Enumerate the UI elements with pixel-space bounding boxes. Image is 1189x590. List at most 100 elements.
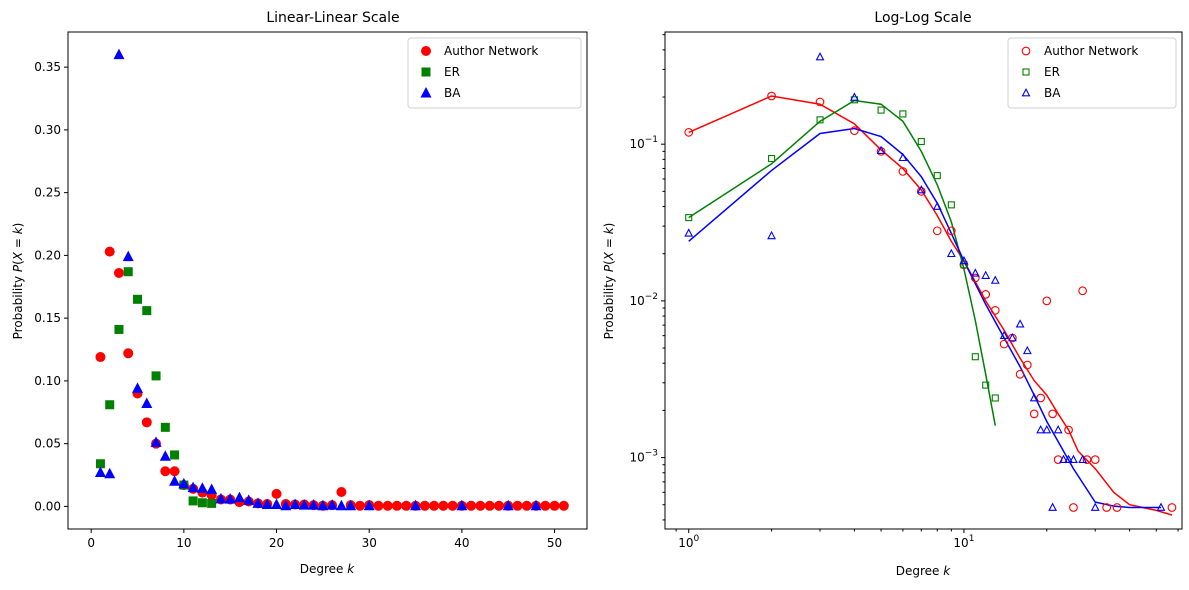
data-point-series-2 (224, 493, 236, 504)
data-point-series-2 (502, 499, 514, 511)
left-y-axis-label: Probability P(X = k) (11, 223, 25, 340)
right-y-ticks: 10−3 10−2 10−1 (629, 34, 665, 521)
legend-label-1: ER (444, 65, 460, 79)
data-point-series-2 (243, 494, 255, 505)
left-data-marks (94, 48, 569, 511)
data-point-series-0 (684, 128, 694, 137)
data-point-series-0 (1090, 455, 1100, 464)
right-legend-box (1007, 37, 1177, 109)
data-point-series-1 (982, 381, 990, 389)
data-point-series-0 (95, 352, 106, 363)
left-x-axis-label: Degree k (300, 562, 356, 576)
data-point-series-0 (999, 339, 1009, 349)
legend-label-0: Author Network (444, 44, 538, 58)
data-point-series-2 (159, 450, 171, 461)
right-y-axis-label: Probability P(X = k) (602, 223, 616, 340)
data-point-series-1 (917, 137, 925, 146)
data-point-series-2 (876, 145, 886, 154)
data-point-series-2 (684, 228, 694, 237)
data-point-series-1 (142, 306, 152, 316)
left-chart-title: Linear-Linear Scale (266, 10, 399, 26)
data-point-series-2 (298, 499, 310, 510)
data-point-series-0 (438, 500, 449, 511)
data-point-series-2 (345, 499, 357, 511)
data-point-series-2 (1156, 502, 1166, 511)
legend-label-0: Author Network (1044, 44, 1138, 58)
data-point-series-1 (991, 394, 999, 402)
right-data-marks (684, 52, 1177, 512)
data-point-series-2 (530, 499, 542, 511)
data-point-series-0 (113, 267, 124, 278)
data-point-series-2 (1015, 319, 1025, 328)
data-point-series-0 (484, 500, 495, 511)
data-point-series-2 (970, 268, 980, 277)
data-point-series-0 (946, 226, 956, 236)
data-point-series-2 (1053, 424, 1063, 434)
log-log-subplot: Log-Log Scale 100 101 10−3 10−2 10−1 Degree… (602, 10, 1183, 578)
legend-marker-2 (420, 87, 432, 98)
data-point-series-2 (206, 483, 218, 494)
data-point-series-0 (815, 97, 825, 107)
y-tick-label: 0.10 (34, 374, 61, 388)
data-point-series-2 (1078, 454, 1088, 463)
right-fit-lines (688, 95, 1173, 516)
legend-marker-1 (421, 67, 431, 77)
data-point-series-2 (289, 498, 301, 510)
data-point-series-1 (188, 496, 198, 506)
right-x-axis-label: Degree k (896, 564, 952, 578)
data-point-series-1 (933, 172, 941, 180)
data-point-series-2 (1048, 502, 1058, 511)
data-point-series-0 (466, 500, 477, 511)
x-tick-label: 20 (269, 536, 284, 550)
data-point-series-0 (540, 500, 551, 511)
data-point-series-0 (1048, 409, 1057, 419)
y-tick-label: 10−3 (629, 449, 658, 465)
x-tick-label: 100 (678, 534, 699, 550)
data-point-series-2 (1059, 454, 1068, 463)
data-point-series-2 (1036, 424, 1046, 434)
data-point-series-0 (1015, 369, 1025, 379)
data-point-series-0 (1112, 503, 1122, 512)
data-point-series-1 (105, 400, 115, 410)
data-point-series-2 (999, 330, 1009, 339)
legend-label-2: BA (444, 86, 461, 100)
right-legend: Author Network ER BA (1007, 37, 1177, 109)
x-tick-label: 50 (547, 536, 562, 550)
data-point-series-2 (196, 482, 208, 493)
x-tick-label: 40 (454, 536, 469, 550)
data-point-series-1 (960, 261, 968, 269)
data-point-series-0 (1064, 425, 1073, 435)
data-point-series-1 (971, 353, 979, 361)
x-tick-label: 0 (87, 536, 95, 550)
data-point-series-2 (916, 185, 926, 194)
data-point-series-2 (932, 201, 942, 210)
legend-label-1: ER (1044, 65, 1060, 79)
left-y-ticks: 0.00 0.05 0.10 0.15 0.20 0.25 0.30 0.35 (34, 60, 68, 513)
data-point-series-0 (1082, 455, 1092, 464)
data-point-series-1 (197, 498, 207, 508)
data-point-series-1 (685, 214, 693, 222)
data-point-series-0 (549, 500, 560, 511)
data-point-series-2 (363, 499, 375, 511)
data-point-series-1 (816, 116, 824, 124)
data-point-series-0 (898, 167, 908, 176)
data-point-series-0 (850, 126, 859, 136)
data-point-series-2 (178, 477, 190, 489)
y-tick-label: 0.15 (34, 311, 61, 325)
x-tick-label: 10 (176, 536, 191, 550)
data-point-series-0 (1102, 503, 1111, 512)
right-plot-frame (664, 31, 1183, 530)
legend-marker-1 (1022, 68, 1030, 76)
data-point-series-0 (512, 500, 523, 511)
data-point-series-2 (1022, 345, 1032, 355)
data-point-series-1 (207, 498, 217, 508)
data-point-series-2 (122, 250, 134, 262)
right-x-ticks: 100 101 (675, 529, 1179, 550)
data-point-series-2 (946, 248, 956, 258)
data-point-series-0 (521, 500, 532, 511)
fit-line-0 (688, 95, 1173, 516)
data-point-series-1 (877, 106, 885, 114)
data-point-series-1 (133, 294, 143, 304)
data-point-series-2 (94, 466, 106, 478)
data-point-series-2 (280, 499, 292, 511)
